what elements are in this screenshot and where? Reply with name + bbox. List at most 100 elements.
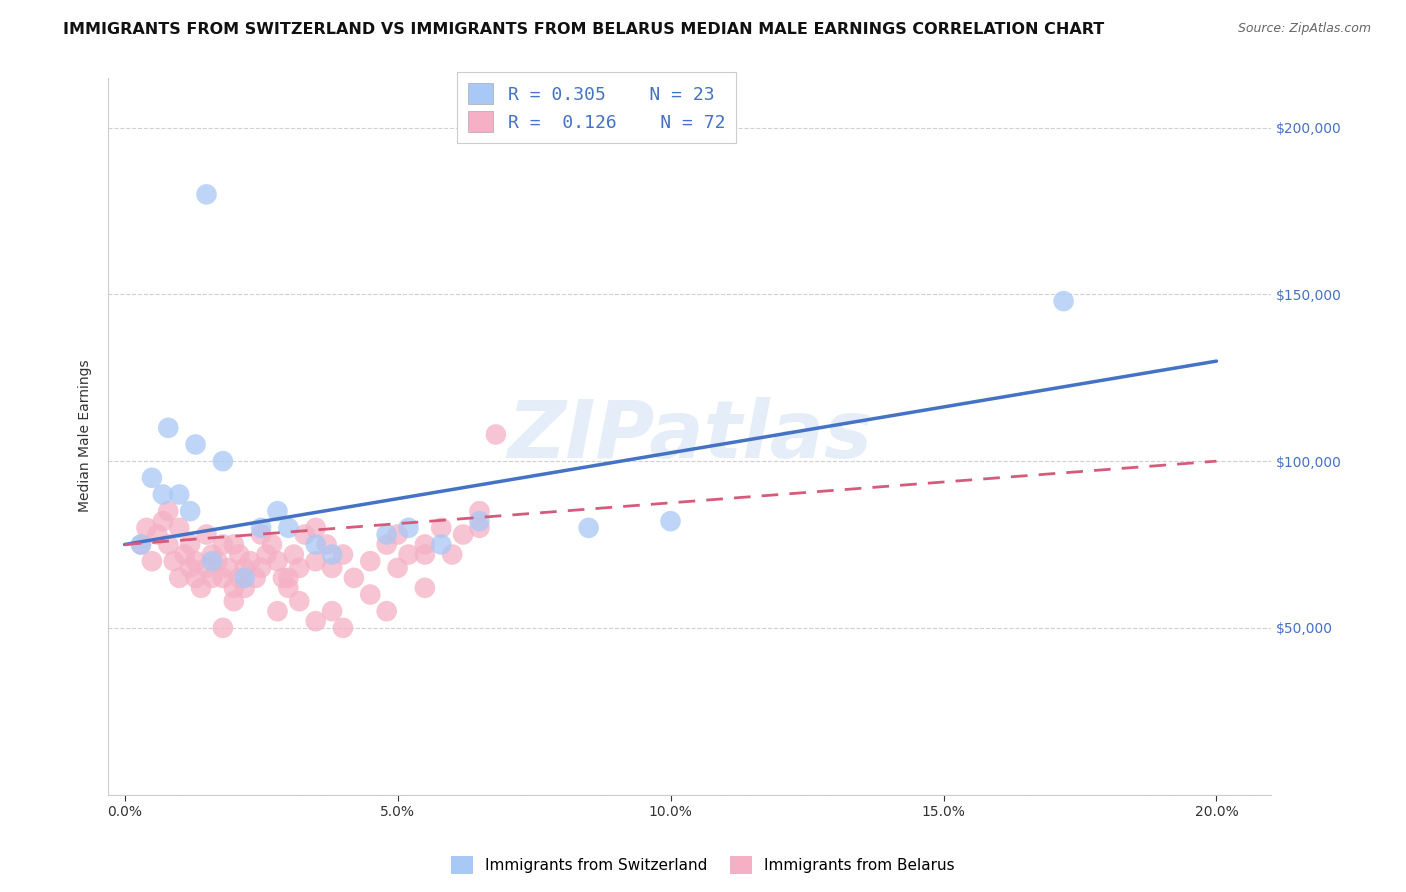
Point (375, 604, 398, 618)
Point (212, 454, 235, 468)
Point (321, 604, 343, 618)
Point (398, 548, 420, 562)
Point (468, 521, 491, 535)
Point (343, 571, 366, 585)
Point (184, 554, 207, 568)
Point (195, 527, 218, 541)
Point (387, 527, 409, 541)
Point (157, 504, 180, 518)
Point (195, 187, 218, 202)
Point (375, 537, 398, 551)
Point (167, 487, 190, 501)
Point (179, 537, 201, 551)
Legend: Immigrants from Switzerland, Immigrants from Belarus: Immigrants from Switzerland, Immigrants … (446, 850, 960, 880)
Point (212, 571, 235, 585)
Point (239, 554, 262, 568)
Point (277, 581, 299, 595)
Point (271, 571, 294, 585)
Point (321, 548, 343, 562)
Point (190, 581, 212, 595)
Point (441, 548, 464, 562)
Point (233, 561, 256, 575)
Point (305, 521, 328, 535)
Point (1052, 294, 1074, 309)
Point (468, 504, 491, 518)
Text: ZIPatlas: ZIPatlas (508, 397, 872, 475)
Y-axis label: Median Male Earnings: Median Male Earnings (79, 359, 93, 513)
Point (217, 561, 239, 575)
Point (201, 554, 224, 568)
Point (195, 561, 218, 575)
Point (266, 604, 288, 618)
Point (228, 571, 250, 585)
Point (266, 504, 288, 518)
Point (413, 537, 436, 551)
Point (184, 437, 207, 451)
Point (266, 554, 288, 568)
Point (332, 548, 354, 562)
Point (359, 588, 381, 602)
Point (228, 548, 250, 562)
Point (485, 427, 508, 442)
Point (157, 537, 180, 551)
Legend: R = 0.305    N = 23, R =  0.126    N = 72: R = 0.305 N = 23, R = 0.126 N = 72 (457, 72, 737, 143)
Point (413, 548, 436, 562)
Point (250, 527, 273, 541)
Point (359, 554, 381, 568)
Point (233, 581, 256, 595)
Point (152, 487, 174, 501)
Point (375, 527, 398, 541)
Point (294, 527, 316, 541)
Point (250, 521, 273, 535)
Point (129, 537, 152, 551)
Point (387, 561, 409, 575)
Point (222, 594, 245, 608)
Point (288, 561, 311, 575)
Point (201, 571, 224, 585)
Point (305, 554, 328, 568)
Point (222, 537, 245, 551)
Point (184, 571, 207, 585)
Point (315, 537, 337, 551)
Point (277, 571, 299, 585)
Point (398, 521, 420, 535)
Point (207, 554, 229, 568)
Point (277, 521, 299, 535)
Point (167, 521, 190, 535)
Text: IMMIGRANTS FROM SWITZERLAND VS IMMIGRANTS FROM BELARUS MEDIAN MALE EARNINGS CORR: IMMIGRANTS FROM SWITZERLAND VS IMMIGRANT… (63, 22, 1105, 37)
Point (413, 581, 436, 595)
Point (659, 514, 682, 528)
Text: Source: ZipAtlas.com: Source: ZipAtlas.com (1237, 22, 1371, 36)
Point (332, 621, 354, 635)
Point (305, 614, 328, 628)
Point (179, 504, 201, 518)
Point (157, 421, 180, 435)
Point (451, 527, 474, 541)
Point (233, 571, 256, 585)
Point (179, 561, 201, 575)
Point (141, 554, 163, 568)
Point (129, 537, 152, 551)
Point (578, 521, 600, 535)
Point (212, 537, 235, 551)
Point (167, 571, 190, 585)
Point (146, 527, 169, 541)
Point (222, 581, 245, 595)
Point (201, 548, 224, 562)
Point (250, 561, 273, 575)
Point (135, 521, 157, 535)
Point (152, 514, 174, 528)
Point (305, 537, 328, 551)
Point (256, 548, 278, 562)
Point (430, 537, 453, 551)
Point (321, 561, 343, 575)
Point (260, 537, 283, 551)
Point (141, 471, 163, 485)
Point (468, 514, 491, 528)
Point (288, 594, 311, 608)
Point (212, 621, 235, 635)
Point (245, 571, 267, 585)
Point (430, 521, 453, 535)
Point (173, 548, 195, 562)
Point (283, 548, 305, 562)
